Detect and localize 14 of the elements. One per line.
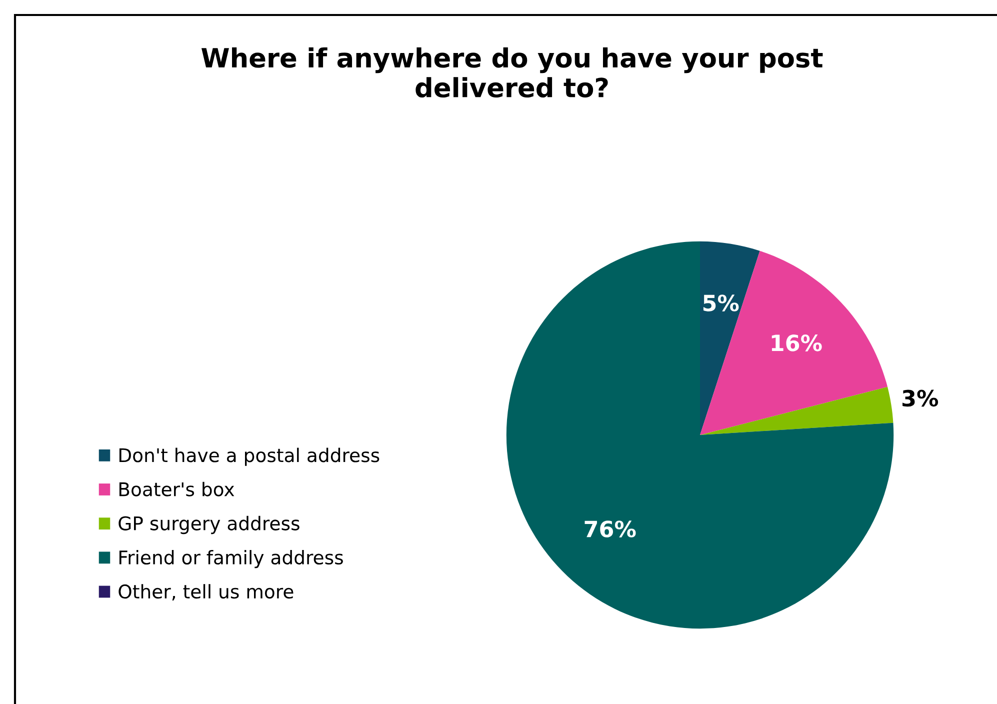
pie-slice xyxy=(700,241,760,435)
data-label: 5% xyxy=(703,294,739,312)
pie-slice xyxy=(506,241,894,629)
data-label: 76% xyxy=(584,520,636,538)
chart-title: Where if anywhere do you have your post delivered to? xyxy=(201,47,823,98)
legend-label: Boater's box xyxy=(119,482,234,496)
legend-label: Don't have a postal address xyxy=(119,448,380,466)
pie-slice xyxy=(700,250,888,435)
legend-label: Other, tell us more xyxy=(118,584,294,601)
pie-slice xyxy=(700,386,894,435)
legend-label: GP surgery address xyxy=(118,516,300,534)
data-label: 16% xyxy=(772,334,822,352)
legend-label: Friend or family address xyxy=(119,550,343,568)
data-label: 3% xyxy=(902,390,938,407)
